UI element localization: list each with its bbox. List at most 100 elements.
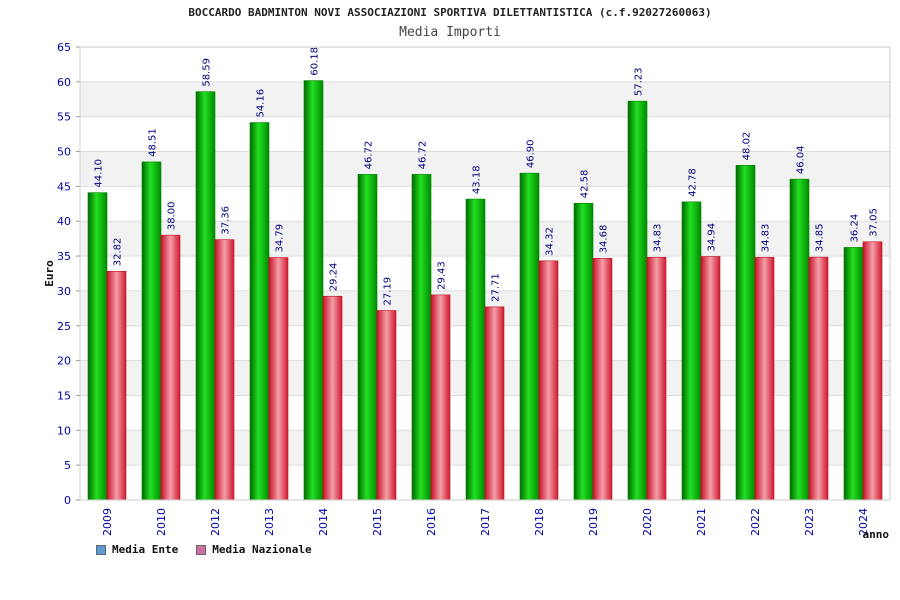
bar-media-nazionale xyxy=(106,270,127,501)
data-label: 58.59 xyxy=(202,58,213,87)
legend-item-ente: Media Ente xyxy=(96,543,178,556)
data-label: 37.05 xyxy=(869,208,880,237)
data-label: 27.19 xyxy=(383,277,394,306)
x-tick-label: 2024 xyxy=(857,508,870,536)
bar-media-nazionale xyxy=(862,241,883,501)
bar-media-ente xyxy=(735,165,756,501)
data-label: 46.04 xyxy=(796,145,807,174)
data-label: 44.10 xyxy=(94,159,105,188)
y-tick-label: 25 xyxy=(57,320,71,333)
bar-media-ente xyxy=(465,198,486,501)
bar-media-nazionale xyxy=(754,256,775,501)
chart-subtitle: Media Importi xyxy=(399,25,501,40)
data-label: 29.24 xyxy=(329,263,340,292)
x-tick-label: 2023 xyxy=(803,508,816,536)
bar-media-ente xyxy=(519,172,540,501)
x-tick-label: 2022 xyxy=(749,508,762,536)
bar-media-ente xyxy=(249,122,270,501)
data-label: 38.00 xyxy=(167,202,178,231)
x-tick-label: 2021 xyxy=(695,508,708,536)
x-tick-label: 2017 xyxy=(479,508,492,536)
bar-media-nazionale xyxy=(484,306,505,501)
data-label: 34.94 xyxy=(707,223,718,252)
bar-media-nazionale xyxy=(592,258,613,501)
data-label: 34.83 xyxy=(653,224,664,253)
data-label: 34.83 xyxy=(761,224,772,253)
bar-media-nazionale xyxy=(646,256,667,501)
bar-media-ente xyxy=(303,80,324,501)
y-tick-label: 5 xyxy=(64,459,71,472)
y-tick-label: 55 xyxy=(57,111,71,124)
x-tick-label: 2019 xyxy=(587,508,600,536)
x-tick-label: 2009 xyxy=(101,508,114,536)
x-tick-label: 2014 xyxy=(317,508,330,536)
bar-media-ente xyxy=(681,201,702,501)
data-label: 48.02 xyxy=(742,132,753,161)
axes: 0 5 10 15 20 25 30 35 40 45 50 55 60 65 2009 2010 2012 20… xyxy=(43,41,891,541)
bars xyxy=(87,80,883,501)
bar-media-ente xyxy=(627,100,648,501)
bar-media-ente xyxy=(843,247,864,501)
data-label: 34.32 xyxy=(545,227,556,256)
data-labels: 44.10 32.82 48.51 38.00 58.59 37.36 54.16 34.79… xyxy=(94,47,880,306)
chart-title: BOCCARDO BADMINTON NOVI ASSOCIAZIONI SPO… xyxy=(188,6,712,19)
data-label: 29.43 xyxy=(437,261,448,290)
x-tick-label: 2016 xyxy=(425,508,438,536)
data-label: 57.23 xyxy=(634,68,645,97)
bar-media-ente xyxy=(789,178,810,501)
bar-media-ente xyxy=(195,91,216,501)
data-label: 54.16 xyxy=(256,89,267,118)
bar-media-nazionale xyxy=(700,256,721,501)
data-label: 42.58 xyxy=(580,170,591,199)
x-tick-label: 2020 xyxy=(641,508,654,536)
y-tick-label: 35 xyxy=(57,250,71,263)
bar-media-nazionale xyxy=(160,234,181,501)
x-tick-label: 2018 xyxy=(533,508,546,536)
data-label: 34.79 xyxy=(275,224,286,253)
bar-media-ente xyxy=(357,174,378,501)
y-tick-label: 30 xyxy=(57,285,71,298)
data-label: 27.71 xyxy=(491,273,502,302)
bar-media-ente xyxy=(411,174,432,501)
y-tick-label: 40 xyxy=(57,215,71,228)
data-label: 46.90 xyxy=(526,140,537,169)
legend-label-ente: Media Ente xyxy=(112,543,179,556)
bar-media-ente xyxy=(573,202,594,501)
legend: Media Ente Media Nazionale xyxy=(96,543,312,556)
bar-media-nazionale xyxy=(214,239,235,501)
legend-swatch-ente xyxy=(96,544,106,555)
data-label: 42.78 xyxy=(688,168,699,197)
data-label: 46.72 xyxy=(364,141,375,170)
data-label: 34.85 xyxy=(815,223,826,252)
legend-item-nazionale: Media Nazionale xyxy=(196,543,312,556)
y-tick-label: 60 xyxy=(57,76,71,89)
x-tick-label: 2012 xyxy=(209,508,222,536)
data-label: 34.68 xyxy=(599,225,610,254)
y-tick-label: 65 xyxy=(57,41,71,54)
x-tick-label: 2010 xyxy=(155,508,168,536)
data-label: 46.72 xyxy=(418,141,429,170)
bar-media-nazionale xyxy=(430,294,451,501)
data-label: 36.24 xyxy=(850,214,861,243)
bar-media-nazionale xyxy=(808,256,829,501)
data-label: 32.82 xyxy=(113,238,124,267)
bar-media-nazionale xyxy=(538,260,559,501)
legend-swatch-nazionale xyxy=(196,544,207,555)
data-label: 48.51 xyxy=(148,128,159,157)
x-axis-label: anno xyxy=(863,528,890,541)
y-tick-label: 20 xyxy=(57,355,71,368)
bar-media-ente xyxy=(87,192,108,501)
data-label: 43.18 xyxy=(472,165,483,194)
data-label: 37.36 xyxy=(221,206,232,235)
x-tick-label: 2015 xyxy=(371,508,384,536)
data-label: 60.18 xyxy=(310,47,321,76)
bar-media-nazionale xyxy=(268,257,289,501)
y-tick-label: 15 xyxy=(57,389,71,402)
y-tick-label: 0 xyxy=(64,494,71,507)
y-tick-label: 45 xyxy=(57,180,71,193)
bar-media-nazionale xyxy=(322,295,343,501)
legend-label-nazionale: Media Nazionale xyxy=(212,543,312,556)
plot-border xyxy=(79,46,891,501)
y-axis-label: Euro xyxy=(43,260,56,287)
